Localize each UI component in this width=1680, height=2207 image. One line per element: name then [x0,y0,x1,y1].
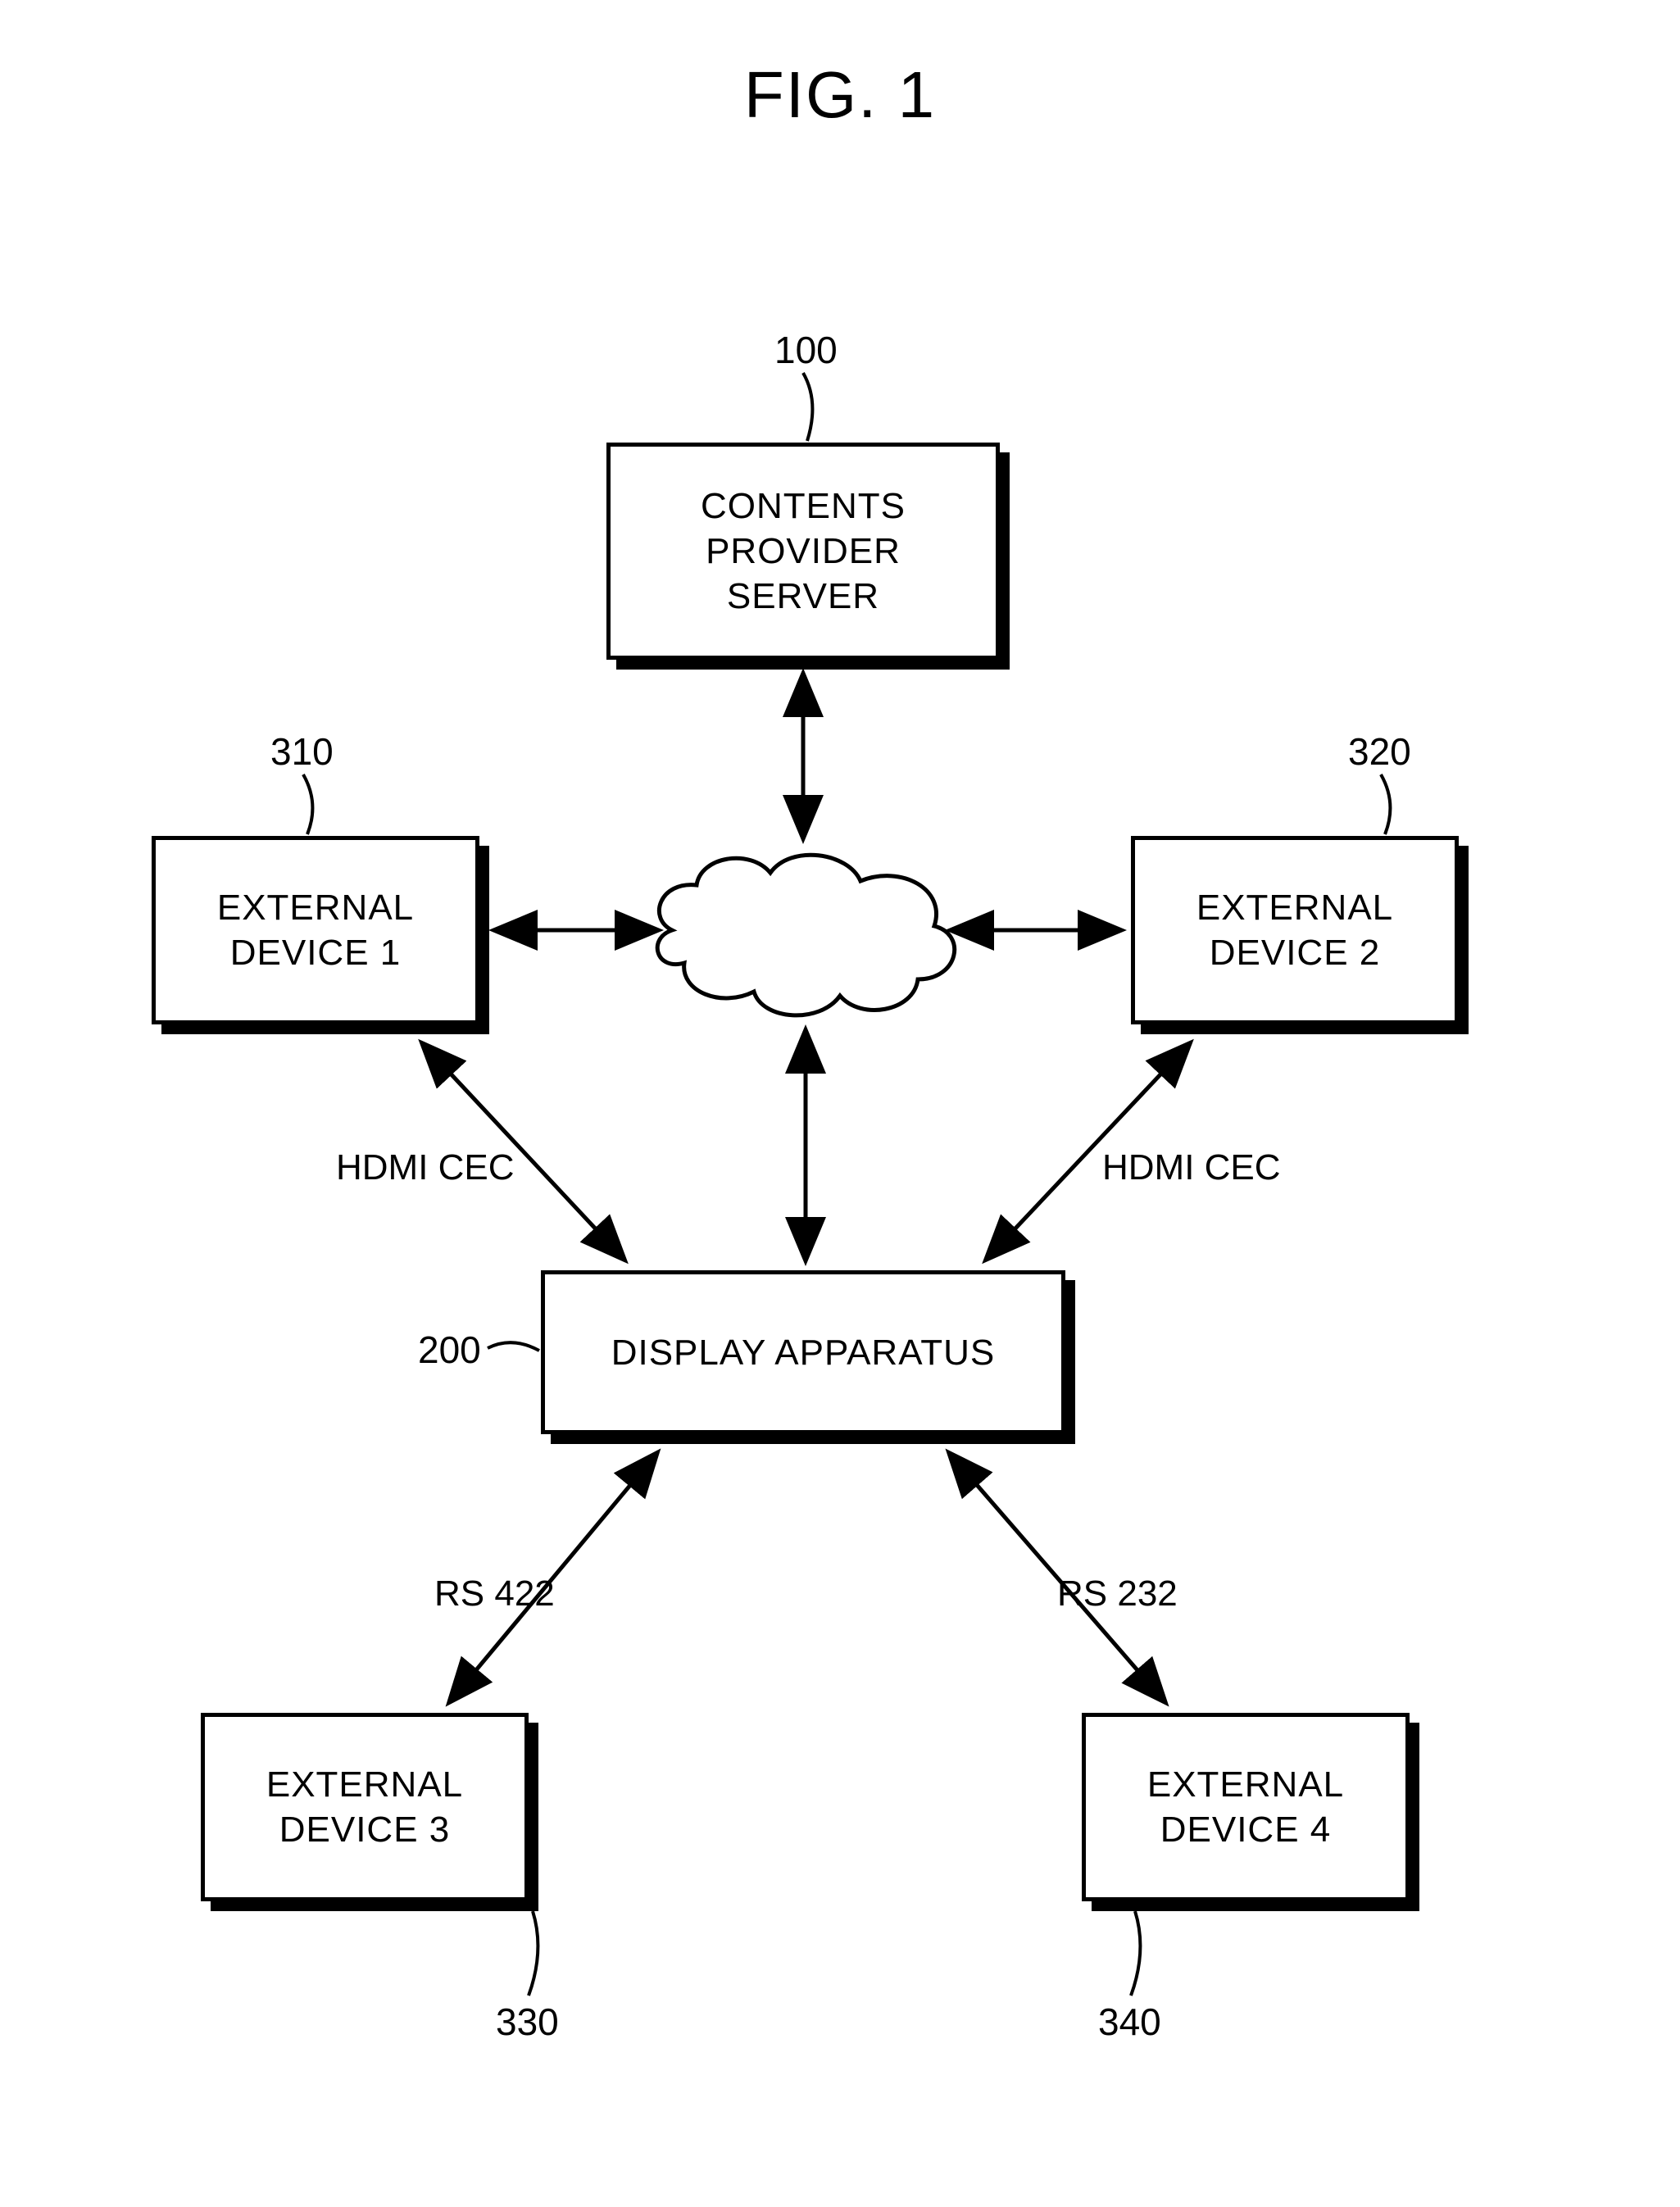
edge-label-rs232: RS 232 [1057,1574,1178,1614]
server-label: CONTENTSPROVIDERSERVER [701,484,906,619]
figure-title: FIG. 1 [0,57,1680,133]
ext2-box: EXTERNALDEVICE 2 [1131,836,1459,1024]
ext3-label: EXTERNALDEVICE 3 [266,1762,463,1852]
edge-label-hdmi2: HDMI CEC [1102,1147,1281,1188]
ext2-label: EXTERNALDEVICE 2 [1196,885,1393,975]
ext1-label: EXTERNALDEVICE 1 [217,885,414,975]
leader-310 [303,774,312,834]
display-ref: 200 [418,1328,481,1372]
ext1-ref: 310 [270,729,334,774]
leader-340 [1131,1911,1140,1996]
leader-330 [529,1911,538,1996]
ext3-box: EXTERNALDEVICE 3 [201,1713,529,1901]
network-label: NETWORK [717,910,901,951]
ext4-box: EXTERNALDEVICE 4 [1082,1713,1410,1901]
leader-100 [803,373,812,441]
ext4-label: EXTERNALDEVICE 4 [1147,1762,1344,1852]
ext2-ref: 320 [1348,729,1411,774]
display-box: DISPLAY APPARATUS [541,1270,1065,1434]
edge-label-rs422: RS 422 [434,1574,555,1614]
ext3-ref: 330 [496,2000,559,2044]
display-label: DISPLAY APPARATUS [611,1330,996,1375]
server-box: CONTENTSPROVIDERSERVER [606,443,1000,660]
leader-320 [1381,774,1390,834]
ext4-ref: 340 [1098,2000,1161,2044]
ext1-box: EXTERNALDEVICE 1 [152,836,479,1024]
edge-label-hdmi1: HDMI CEC [336,1147,515,1188]
server-ref: 100 [774,328,838,372]
leader-200 [488,1342,539,1351]
